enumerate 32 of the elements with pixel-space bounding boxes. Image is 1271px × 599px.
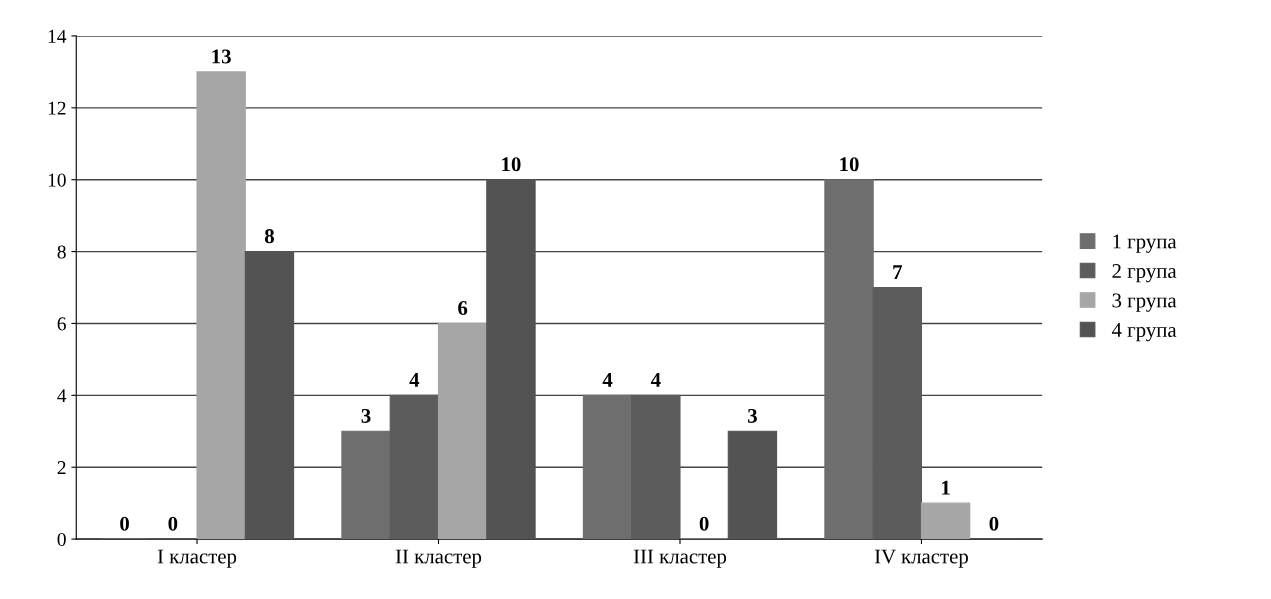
data-label: 6: [458, 301, 468, 316]
y-tick-label: 6: [57, 317, 66, 331]
data-label: 0: [120, 516, 129, 531]
y-tick-label: 14: [48, 29, 67, 43]
data-label: 0: [989, 516, 999, 531]
data-label: 4: [409, 373, 420, 387]
data-label: 0: [699, 516, 709, 531]
legend-label: 1 група: [1113, 234, 1177, 253]
data-label: 1: [942, 480, 950, 495]
legend-label: 4 група: [1111, 323, 1177, 342]
data-label: 4: [602, 373, 613, 387]
y-tick-label: 8: [57, 245, 66, 259]
y-tick-label: 2: [57, 461, 66, 474]
data-label: 0: [168, 516, 178, 531]
x-tick-label: IV кластер: [874, 549, 968, 568]
data-label: 8: [264, 229, 274, 244]
data-label: 13: [212, 49, 231, 64]
data-label: 7: [893, 265, 903, 279]
x-tick-label: I кластер: [157, 549, 237, 568]
x-tick-label: II кластер: [395, 549, 482, 568]
legend-label: 3 група: [1112, 293, 1177, 312]
data-label: 3: [748, 408, 757, 423]
data-label: 4: [650, 373, 661, 387]
y-tick-label: 10: [48, 173, 66, 187]
data-label: 10: [502, 157, 521, 172]
data-label: 10: [840, 157, 859, 172]
y-tick-label: 0: [57, 532, 66, 547]
y-tick-label: 4: [57, 389, 67, 403]
x-tick-label: III кластер: [633, 549, 727, 568]
y-tick-label: 12: [48, 101, 66, 115]
data-label: 3: [361, 408, 371, 423]
legend-label: 2 група: [1112, 264, 1177, 283]
